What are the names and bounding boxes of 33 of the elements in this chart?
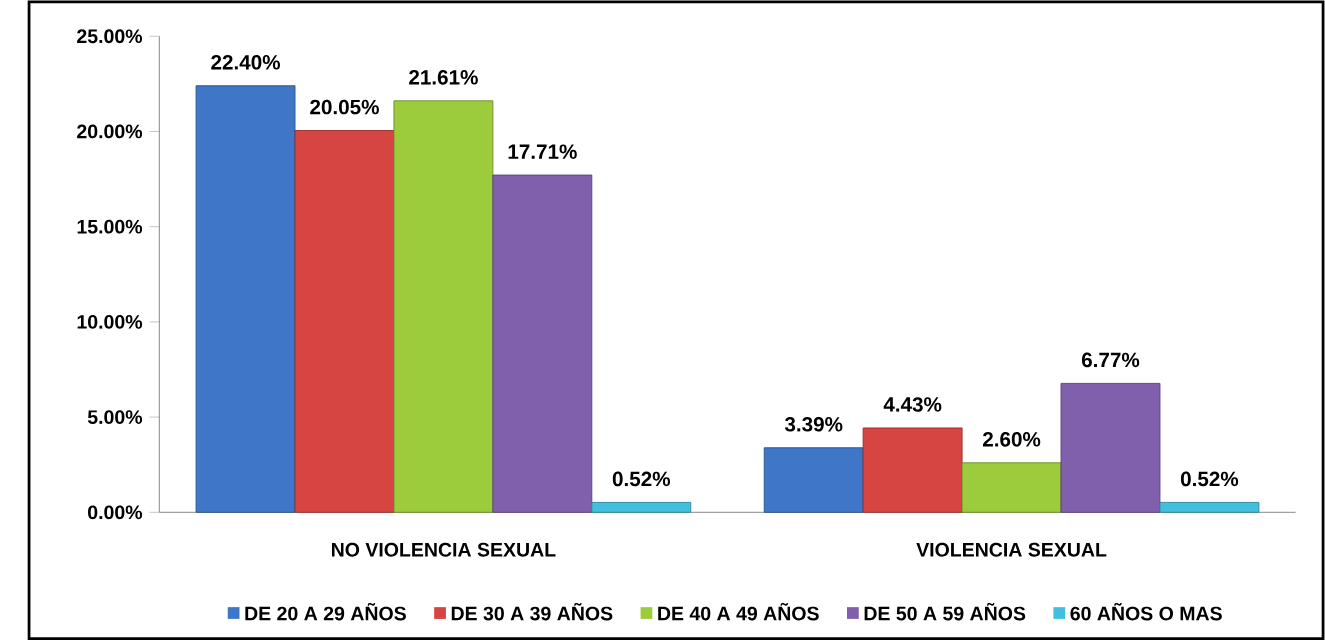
bar xyxy=(862,427,963,513)
bar xyxy=(294,130,395,513)
data-label: 2.60% xyxy=(982,432,1041,447)
data-label: 0.52% xyxy=(1180,471,1239,487)
data-label: 22.40% xyxy=(211,55,281,70)
x-tick-label: NO VIOLENCIA SEXUAL xyxy=(331,543,556,557)
bar xyxy=(393,100,494,513)
bar xyxy=(492,174,593,513)
y-tick-label: 5.00% xyxy=(87,410,143,425)
y-tick-label: 15.00% xyxy=(77,219,143,234)
bar xyxy=(591,502,692,513)
bar xyxy=(763,447,864,513)
bar xyxy=(195,85,296,513)
bar xyxy=(1060,383,1161,513)
legend-label: 60 AÑOS O MAS xyxy=(1070,603,1222,621)
y-tick-label: 0.00% xyxy=(88,505,143,520)
x-tick-label: VIOLENCIA SEXUAL xyxy=(916,543,1107,557)
legend-label: DE 20 A 29 AÑOS xyxy=(245,603,406,621)
y-tick-label: 25.00% xyxy=(77,29,143,44)
bar xyxy=(961,462,1062,513)
y-tick-label: 20.00% xyxy=(77,124,143,139)
data-label: 6.77% xyxy=(1081,352,1140,368)
legend-label: DE 40 A 49 AÑOS xyxy=(658,603,819,621)
data-label: 20.05% xyxy=(310,99,379,115)
data-label: 0.52% xyxy=(612,471,671,487)
data-label: 3.39% xyxy=(784,417,843,432)
data-label: 21.61% xyxy=(409,70,478,85)
data-label: 17.71% xyxy=(508,144,577,160)
y-tick-label: 10.00% xyxy=(77,315,143,329)
legend-label: DE 50 A 59 AÑOS xyxy=(864,603,1026,621)
legend-label: DE 30 A 39 AÑOS xyxy=(451,603,613,621)
bar xyxy=(1159,502,1260,513)
data-label: 4.43% xyxy=(883,397,942,412)
